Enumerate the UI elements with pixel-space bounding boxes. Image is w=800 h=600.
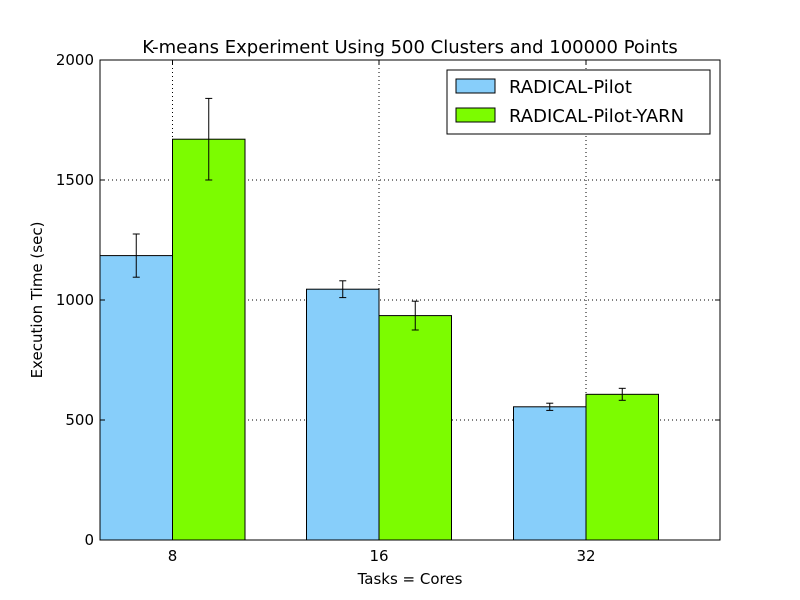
x-tick-label: 16: [369, 547, 388, 565]
bar-radical-pilot-yarn: [378, 315, 452, 541]
y-tick-label: 1000: [56, 291, 94, 309]
legend-label-radical-pilot-yarn: RADICAL-Pilot-YARN: [509, 106, 684, 127]
legend-swatch-radical-pilot-yarn: [455, 107, 496, 123]
bar-radical-pilot-yarn: [585, 393, 659, 541]
x-axis: 8 16 32: [168, 60, 596, 565]
y-tick-label: 0: [84, 531, 94, 549]
bar-radical-pilot: [513, 406, 587, 541]
y-tick-label: 1500: [56, 171, 94, 189]
bar-radical-pilot: [99, 255, 173, 541]
legend-label-radical-pilot: RADICAL-Pilot: [509, 77, 632, 98]
y-tick-label: 2000: [56, 51, 94, 69]
x-tick-label: 32: [576, 547, 595, 565]
x-axis-label: Tasks = Cores: [357, 570, 463, 588]
legend: RADICAL-Pilot RADICAL-Pilot-YARN: [446, 69, 711, 135]
bar-radical-pilot-yarn: [172, 138, 246, 541]
legend-swatch-radical-pilot: [455, 78, 496, 94]
x-tick-label: 8: [168, 547, 178, 565]
error-bars: [132, 97, 626, 411]
chart-title: K-means Experiment Using 500 Clusters an…: [142, 37, 678, 58]
y-axis-label: Execution Time (sec): [28, 222, 46, 379]
y-tick-label: 500: [65, 411, 94, 429]
bars: [99, 138, 659, 541]
bar-radical-pilot: [306, 288, 380, 541]
y-axis: 0 500 1000 1500 2000: [56, 51, 720, 549]
